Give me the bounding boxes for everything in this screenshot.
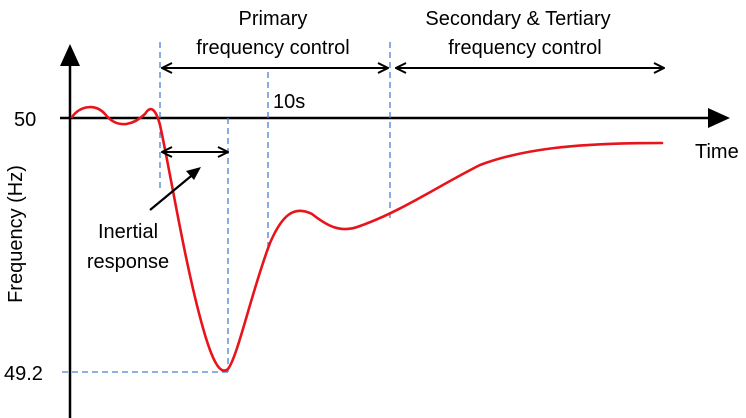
primary-label-line2: frequency control bbox=[196, 37, 349, 59]
nadir-frequency-label: 49.2 bbox=[4, 363, 43, 385]
primary-label-line1: Primary bbox=[239, 8, 308, 30]
nominal-frequency-label: 50 bbox=[14, 109, 36, 131]
secondary-label-line1: Secondary & Tertiary bbox=[425, 8, 610, 30]
inertial-pointer-arrowhead bbox=[186, 167, 201, 180]
ten-seconds-label: 10s bbox=[273, 91, 305, 113]
x-axis bbox=[60, 108, 730, 128]
secondary-label-line2: frequency control bbox=[448, 37, 601, 59]
inertial-label-line2: response bbox=[87, 251, 169, 273]
guide-lines bbox=[62, 42, 391, 373]
inertial-label-line1: Inertial bbox=[98, 221, 158, 243]
frequency-curve bbox=[70, 105, 664, 372]
time-axis-label: Time bbox=[695, 141, 739, 163]
inertial-pointer-arrow bbox=[149, 171, 197, 211]
y-axis bbox=[60, 44, 80, 418]
frequency-axis-label: Frequency (Hz) bbox=[5, 165, 27, 303]
